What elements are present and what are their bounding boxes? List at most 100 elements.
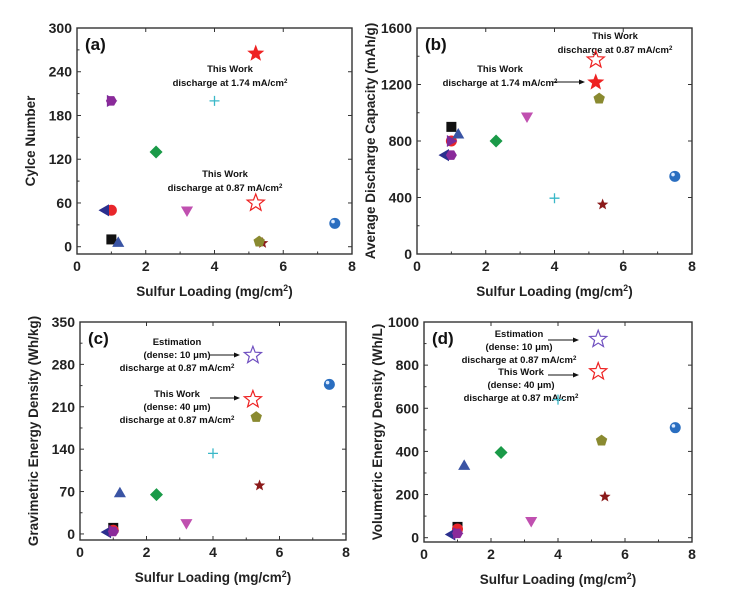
annotation-text: Estimation	[495, 329, 544, 340]
data-point-square	[446, 121, 457, 132]
y-tick-label: 0	[404, 246, 412, 262]
data-point-star-filled	[587, 73, 605, 90]
data-point-pentagon	[593, 92, 605, 104]
annotation-arrow	[552, 79, 585, 85]
y-tick-label: 800	[389, 133, 413, 149]
x-tick-label: 4	[211, 258, 219, 274]
x-axis-label: Sulfur Loading (mg/cm2)	[476, 283, 632, 299]
data-point-star	[596, 198, 609, 210]
data-point-triangle-down	[180, 519, 193, 530]
sphere-highlight	[671, 172, 675, 177]
data-point-star-filled	[247, 44, 265, 61]
plot-frame	[416, 27, 693, 255]
sphere-body	[323, 378, 335, 390]
x-tick-label: 2	[142, 258, 150, 274]
y-tick-label: 400	[396, 443, 420, 459]
data-point-triangle-up	[112, 236, 125, 247]
y-tick-label: 1000	[388, 314, 419, 330]
y-tick-label: 800	[396, 357, 420, 373]
annotation-text: discharge at 0.87 mA/cm2	[462, 355, 577, 367]
data-point-diamond	[149, 488, 163, 502]
y-axis-label: Volumetric Energy Density (Wh/L)	[370, 324, 385, 541]
x-tick-label: 2	[487, 546, 495, 562]
data-point-sphere	[669, 170, 681, 182]
annotation-text: This Work	[592, 31, 638, 42]
y-tick-label: 240	[49, 64, 73, 80]
y-tick-label: 600	[396, 400, 420, 416]
annotation-text: discharge at 1.74 mA/cm2	[443, 78, 558, 90]
data-point-star-open	[242, 388, 264, 409]
annotation-text: This Work	[202, 169, 248, 180]
chart-panel-b: 0 2 4 6 8 0 400 800 1200 1600 Sulfur Loading (mg/c…	[363, 20, 696, 299]
data-point-star	[599, 490, 611, 502]
x-tick-label: 4	[554, 546, 562, 562]
sphere-highlight	[331, 219, 335, 224]
data-point-star-open	[242, 344, 264, 364]
y-tick-label: 0	[64, 239, 72, 255]
data-point-star	[253, 479, 266, 491]
y-axis-label: Average Discharge Capacity (mAh/g)	[363, 23, 378, 260]
data-point-plus	[549, 193, 560, 204]
x-tick-label: 6	[279, 258, 287, 274]
x-tick-label: 6	[619, 258, 627, 274]
y-tick-label: 300	[49, 20, 73, 36]
x-tick-label: 2	[143, 544, 151, 560]
data-points	[100, 344, 335, 539]
x-tick-label: 4	[551, 258, 559, 274]
data-point-diamond	[489, 134, 503, 148]
data-point-plus	[553, 394, 563, 405]
annotation-text: discharge at 0.87 mA/cm2	[120, 415, 235, 427]
x-tick-label: 0	[76, 544, 84, 560]
data-point-hexagon	[445, 150, 457, 160]
data-point-triangle-up	[113, 486, 126, 498]
x-tick-label: 8	[342, 544, 350, 560]
y-tick-label: 1200	[381, 77, 412, 93]
annotation-text: discharge at 0.87 mA/cm2	[120, 363, 235, 375]
annotation-text: (dense: 10 μm)	[143, 350, 210, 361]
x-tick-label: 6	[621, 546, 629, 562]
annotation-text: This Work	[477, 64, 523, 75]
x-tick-label: 6	[276, 544, 284, 560]
data-point-star-open	[585, 49, 606, 69]
chart-panel-d: 0 2 4 6 8 0 200 400 600 800 1000 Sulfur Loading (mg…	[370, 314, 696, 587]
y-tick-label: 0	[411, 530, 419, 546]
x-tick-label: 8	[688, 546, 696, 562]
sphere-body	[329, 217, 341, 229]
annotation-text: This Work	[154, 389, 200, 400]
x-axis-label: Sulfur Loading (mg/cm2)	[135, 569, 291, 585]
y-tick-label: 180	[49, 107, 73, 123]
x-tick-label: 2	[482, 258, 490, 274]
data-point-star-open	[588, 360, 609, 381]
data-point-plus	[209, 95, 220, 106]
data-point-hexagon	[452, 528, 463, 539]
data-point-square	[106, 234, 117, 245]
y-tick-label: 280	[52, 356, 76, 372]
data-points	[444, 328, 681, 541]
annotation-text: (dense: 10 μm)	[485, 342, 552, 353]
data-point-pentagon	[595, 434, 608, 446]
sphere-highlight	[325, 380, 330, 385]
annotation-text: discharge at 0.87 mA/cm2	[558, 45, 673, 57]
data-point-hexagon	[107, 526, 119, 537]
panel-label: (b)	[425, 35, 447, 54]
y-axis-label: Cylce Number	[23, 95, 38, 187]
data-point-triangle-right	[446, 134, 458, 148]
y-tick-label: 120	[49, 151, 73, 167]
y-tick-label: 200	[396, 487, 420, 503]
annotation-arrow	[548, 337, 579, 343]
annotation-text: This Work	[498, 367, 544, 378]
x-tick-label: 4	[209, 544, 217, 560]
sphere-body	[669, 422, 681, 434]
x-tick-label: 0	[413, 258, 421, 274]
data-point-star-open	[245, 192, 266, 212]
data-point-pentagon	[253, 235, 265, 247]
data-point-triangle-left	[100, 526, 112, 539]
y-tick-label: 0	[67, 526, 75, 542]
annotation-text: Estimation	[153, 337, 202, 348]
data-point-pentagon	[250, 411, 262, 422]
x-axis-label: Sulfur Loading (mg/cm2)	[480, 571, 636, 587]
data-point-triangle-down	[520, 112, 534, 123]
panel-label: (d)	[432, 329, 454, 348]
annotation-text: (dense: 40 μm)	[487, 380, 554, 391]
